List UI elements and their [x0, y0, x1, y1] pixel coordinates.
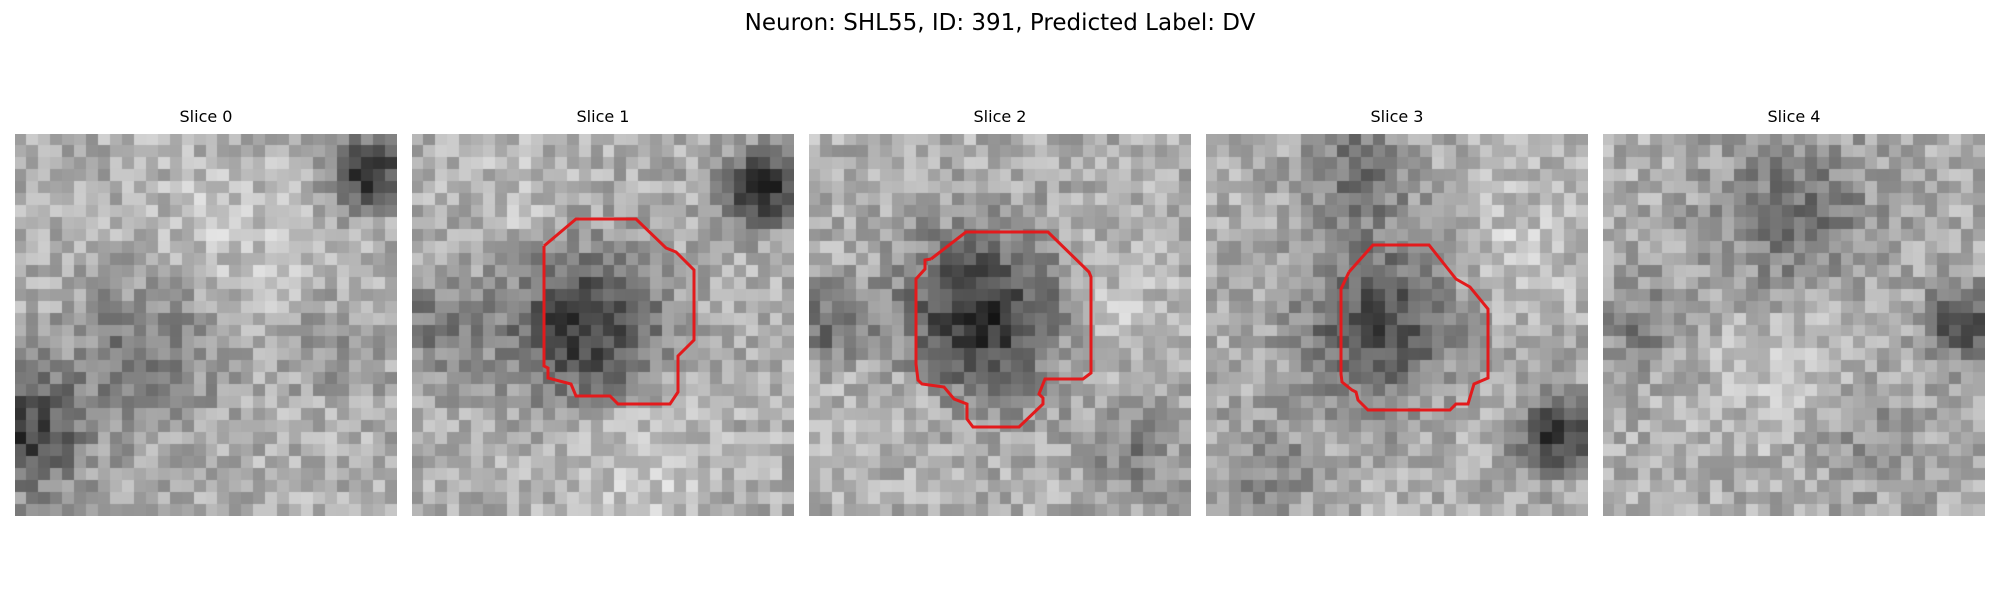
roi-contour-1: [542, 217, 696, 406]
slice-image-4: [1603, 134, 1985, 516]
slice-title: Slice 1: [576, 107, 630, 126]
roi-contour-2: [914, 230, 1093, 429]
slice-title: Slice 4: [1767, 107, 1821, 126]
slice-image-0: [15, 134, 397, 516]
slice-image-1: [412, 134, 794, 516]
slice-title: Slice 2: [973, 107, 1027, 126]
roi-contour-3: [1339, 243, 1490, 412]
slice-title: Slice 0: [179, 107, 233, 126]
slice-image-3: [1206, 134, 1588, 516]
slice-image-2: [809, 134, 1191, 516]
slice-title: Slice 3: [1370, 107, 1424, 126]
figure-title: Neuron: SHL55, ID: 391, Predicted Label:…: [744, 10, 1256, 36]
